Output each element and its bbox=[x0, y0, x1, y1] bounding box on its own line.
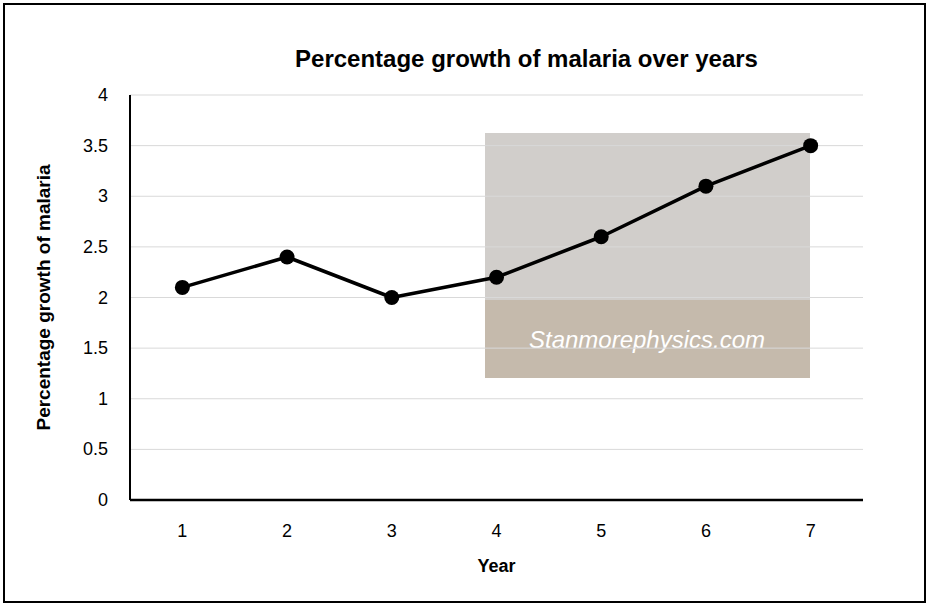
marker bbox=[698, 179, 713, 194]
y-tick-label: 1 bbox=[98, 389, 108, 409]
title: Percentage growth of malaria over years bbox=[295, 45, 758, 72]
grid-line bbox=[130, 449, 863, 450]
y-tick-label: 3.5 bbox=[83, 136, 108, 156]
chart: Stanmorephysics.com 0 0.5 1 1.5 2 2.5 3 3.5 4 1 2 3 4… bbox=[0, 0, 931, 608]
marker bbox=[384, 290, 399, 305]
grid-line bbox=[130, 348, 863, 349]
grid-line bbox=[130, 297, 863, 298]
grid-line bbox=[130, 398, 863, 399]
grid-line bbox=[130, 246, 863, 247]
frame bbox=[4, 4, 925, 602]
plot-area bbox=[175, 138, 818, 305]
y-axis-title: Percentage growth of malaria bbox=[33, 164, 54, 431]
x-tick-label: 2 bbox=[282, 521, 292, 541]
x-tick-label: 3 bbox=[387, 521, 397, 541]
marker bbox=[489, 270, 504, 285]
x-axis-title: Year bbox=[477, 556, 515, 576]
x-tick-label: 4 bbox=[491, 521, 501, 541]
marker bbox=[594, 229, 609, 244]
x-tick-label: 1 bbox=[177, 521, 187, 541]
grid-line bbox=[130, 145, 863, 146]
watermark-patch bbox=[485, 133, 810, 378]
marker bbox=[280, 250, 295, 265]
marker bbox=[803, 138, 818, 153]
annotation: Stanmorephysics.com bbox=[529, 326, 765, 353]
x-tick-label: 7 bbox=[806, 521, 816, 541]
y-tick-label: 2.5 bbox=[83, 237, 108, 257]
y-axis bbox=[129, 95, 131, 500]
y-tick-label: 3 bbox=[98, 186, 108, 206]
y-tick-label: 4 bbox=[98, 85, 108, 105]
y-tick-label: 0.5 bbox=[83, 439, 108, 459]
marker bbox=[175, 280, 190, 295]
x-tick-label: 6 bbox=[701, 521, 711, 541]
y-tick-label: 1.5 bbox=[83, 338, 108, 358]
grid-line bbox=[130, 95, 863, 96]
x-axis bbox=[130, 499, 863, 502]
watermark-patch bbox=[485, 300, 810, 378]
y-tick-label: 0 bbox=[98, 490, 108, 510]
y-tick-label: 2 bbox=[98, 288, 108, 308]
series-line bbox=[182, 146, 810, 298]
x-tick-label: 5 bbox=[596, 521, 606, 541]
grid-line bbox=[130, 196, 863, 197]
